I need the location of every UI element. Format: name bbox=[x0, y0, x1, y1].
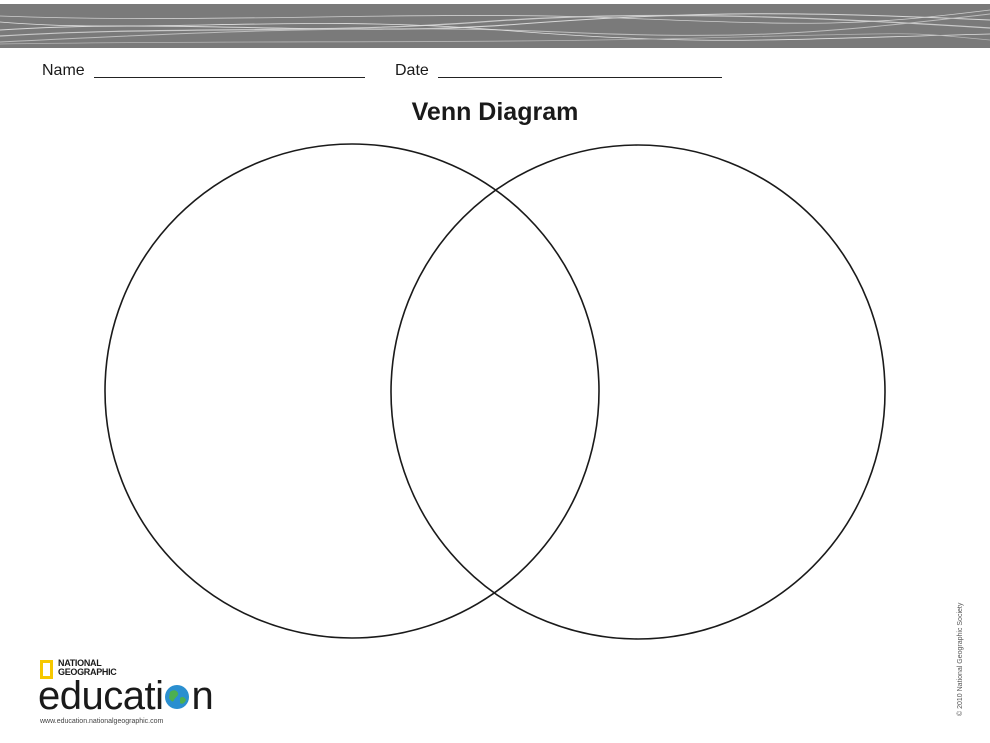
name-field[interactable] bbox=[94, 77, 365, 78]
education-wordmark: educati n bbox=[38, 674, 214, 718]
page-title: Venn Diagram bbox=[411, 98, 579, 126]
date-label: Date bbox=[395, 62, 429, 79]
natgeo-brand-name: NATIONAL GEOGRAPHIC bbox=[58, 658, 117, 677]
date-field[interactable] bbox=[438, 77, 722, 78]
natgeo-yellow-frame-icon bbox=[40, 660, 53, 679]
website-url: www.education.nationalgeographic.com bbox=[40, 718, 164, 725]
name-label: Name bbox=[42, 62, 85, 79]
copyright-notice: © 2010 National Geographic Society bbox=[957, 602, 964, 716]
natgeo-education-logo: NATIONAL GEOGRAPHIC educati n www.educat… bbox=[38, 658, 250, 728]
header-wave-decoration bbox=[0, 9, 990, 45]
venn-circle-left[interactable] bbox=[104, 143, 600, 639]
globe-icon bbox=[165, 685, 190, 709]
name-date-row: Name Date bbox=[40, 60, 740, 84]
venn-circle-right[interactable] bbox=[390, 144, 886, 640]
header-band bbox=[0, 4, 990, 48]
